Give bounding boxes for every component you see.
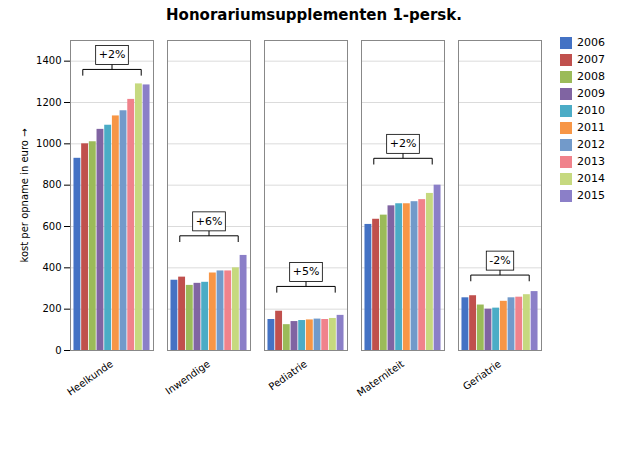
svg-text:Materniteit: Materniteit xyxy=(355,358,406,398)
svg-text:Inwendige: Inwendige xyxy=(163,358,212,397)
svg-text:+2%: +2% xyxy=(99,48,126,61)
svg-text:-2%: -2% xyxy=(489,254,510,267)
svg-text:0: 0 xyxy=(55,345,61,356)
svg-text:800: 800 xyxy=(42,179,61,190)
html-text:2011: 2011 xyxy=(577,121,605,134)
svg-text:Pediatrie: Pediatrie xyxy=(267,358,309,392)
html-text:2010: 2010 xyxy=(577,104,605,117)
svg-text:1000: 1000 xyxy=(36,138,61,149)
svg-text:600: 600 xyxy=(42,221,61,232)
html-text:2007: 2007 xyxy=(577,53,605,66)
html-text:2014: 2014 xyxy=(577,172,605,185)
svg-text:400: 400 xyxy=(42,262,61,273)
html-text:2008: 2008 xyxy=(577,70,605,83)
html-text:2013: 2013 xyxy=(577,155,605,168)
svg-text:+6%: +6% xyxy=(196,215,223,228)
svg-text:+2%: +2% xyxy=(390,137,417,150)
svg-text:Geriatrie: Geriatrie xyxy=(461,358,503,392)
svg-text:200: 200 xyxy=(42,303,61,314)
html-text:2015: 2015 xyxy=(577,189,605,202)
html-text:Honorariumsupplementen 1-persk: Honorariumsupplementen 1-persk. xyxy=(166,6,462,24)
svg-text:Heelkunde: Heelkunde xyxy=(65,358,115,398)
svg-text:+5%: +5% xyxy=(293,265,320,278)
html-text:2012: 2012 xyxy=(577,138,605,151)
svg-text:1200: 1200 xyxy=(36,97,61,108)
svg-text:1400: 1400 xyxy=(36,55,61,66)
html-text:2006: 2006 xyxy=(577,36,605,49)
html-text:2009: 2009 xyxy=(577,87,605,100)
svg-text:kost per opname in euro →: kost per opname in euro → xyxy=(19,128,30,262)
